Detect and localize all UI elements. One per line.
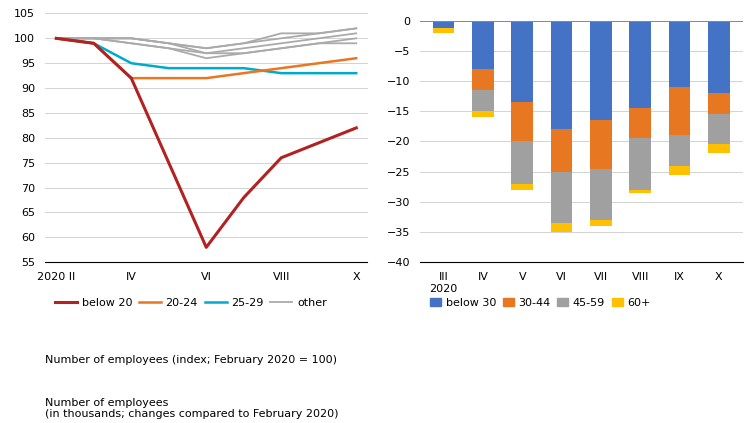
Bar — [708, 144, 730, 154]
Bar — [433, 30, 454, 31]
Bar — [629, 138, 651, 193]
Bar — [629, 21, 651, 108]
Bar — [433, 21, 454, 30]
Bar — [708, 114, 730, 154]
Bar — [629, 190, 651, 193]
Bar — [472, 69, 494, 90]
Bar — [590, 220, 612, 226]
Bar — [669, 135, 691, 175]
Bar — [512, 102, 533, 141]
Bar — [629, 108, 651, 138]
Bar — [512, 21, 533, 102]
Bar — [669, 87, 691, 135]
Bar — [708, 21, 730, 93]
Bar — [472, 21, 494, 69]
Bar — [590, 169, 612, 220]
Text: Number of employees
(in thousands; changes compared to February 2020): Number of employees (in thousands; chang… — [45, 398, 338, 419]
Bar — [550, 223, 572, 232]
Bar — [550, 129, 572, 172]
Bar — [472, 90, 494, 111]
Bar — [433, 28, 454, 33]
Bar — [512, 184, 533, 190]
Legend: below 20, 20-24, 25-29, other: below 20, 20-24, 25-29, other — [50, 293, 331, 312]
Bar — [433, 31, 454, 33]
Bar — [590, 21, 612, 120]
Legend: below 30, 30-44, 45-59, 60+: below 30, 30-44, 45-59, 60+ — [425, 293, 655, 312]
Bar — [590, 120, 612, 169]
Text: Number of employees (index; February 2020 = 100): Number of employees (index; February 202… — [45, 355, 337, 365]
Bar — [669, 21, 691, 87]
Bar — [550, 172, 572, 223]
Bar — [512, 141, 533, 184]
Bar — [708, 93, 730, 114]
Bar — [472, 111, 494, 117]
Bar — [550, 21, 572, 129]
Bar — [669, 165, 691, 175]
